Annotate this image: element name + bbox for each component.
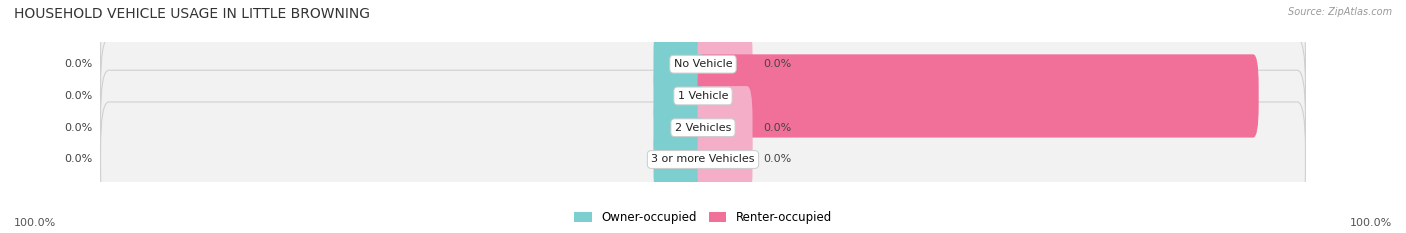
FancyBboxPatch shape (697, 118, 752, 201)
Text: 100.0%: 100.0% (1350, 218, 1392, 228)
Text: HOUSEHOLD VEHICLE USAGE IN LITTLE BROWNING: HOUSEHOLD VEHICLE USAGE IN LITTLE BROWNI… (14, 7, 370, 21)
Legend: Owner-occupied, Renter-occupied: Owner-occupied, Renter-occupied (569, 206, 837, 229)
Text: Source: ZipAtlas.com: Source: ZipAtlas.com (1288, 7, 1392, 17)
FancyBboxPatch shape (697, 23, 752, 106)
FancyBboxPatch shape (654, 118, 709, 201)
FancyBboxPatch shape (101, 38, 1305, 154)
Text: 0.0%: 0.0% (763, 123, 792, 133)
FancyBboxPatch shape (101, 70, 1305, 185)
Text: 0.0%: 0.0% (763, 59, 792, 69)
Text: 100.0%: 100.0% (14, 218, 56, 228)
Text: 2 Vehicles: 2 Vehicles (675, 123, 731, 133)
FancyBboxPatch shape (654, 23, 709, 106)
FancyBboxPatch shape (697, 54, 1258, 137)
Text: 3 or more Vehicles: 3 or more Vehicles (651, 154, 755, 164)
Text: 0.0%: 0.0% (65, 91, 93, 101)
FancyBboxPatch shape (654, 86, 709, 169)
Text: 0.0%: 0.0% (65, 154, 93, 164)
Text: 1 Vehicle: 1 Vehicle (678, 91, 728, 101)
Text: 0.0%: 0.0% (65, 123, 93, 133)
Text: 0.0%: 0.0% (65, 59, 93, 69)
FancyBboxPatch shape (697, 86, 752, 169)
FancyBboxPatch shape (654, 54, 709, 137)
Text: 100.0%: 100.0% (1319, 91, 1365, 101)
Text: No Vehicle: No Vehicle (673, 59, 733, 69)
Text: 0.0%: 0.0% (763, 154, 792, 164)
FancyBboxPatch shape (101, 102, 1305, 217)
FancyBboxPatch shape (101, 7, 1305, 122)
